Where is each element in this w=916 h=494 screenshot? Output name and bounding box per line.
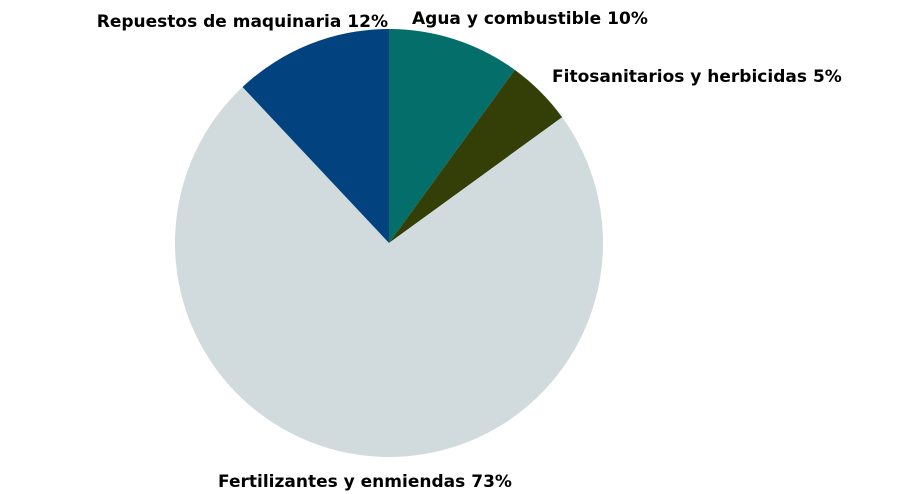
pie-slice — [174, 87, 603, 457]
data-label: Repuestos de maquinaria 12% — [97, 12, 388, 32]
category-name: Repuestos de maquinaria — [97, 12, 342, 32]
category-name: Fitosanitarios y herbicidas — [552, 67, 807, 87]
pie-slice — [389, 69, 563, 243]
data-label: Fertilizantes y enmiendas 73% — [218, 472, 512, 492]
category-name: Agua y combustible — [412, 9, 601, 29]
value-label: 73% — [471, 472, 512, 492]
pie-slice — [242, 29, 389, 243]
category-name: Fertilizantes y enmiendas — [218, 472, 465, 492]
data-label: Fitosanitarios y herbicidas 5% — [552, 67, 842, 87]
data-label: Agua y combustible 10% — [412, 9, 648, 29]
value-label: 5% — [813, 67, 842, 87]
value-label: 10% — [607, 9, 648, 29]
value-label: 12% — [347, 12, 388, 32]
pie-slice — [389, 29, 515, 243]
